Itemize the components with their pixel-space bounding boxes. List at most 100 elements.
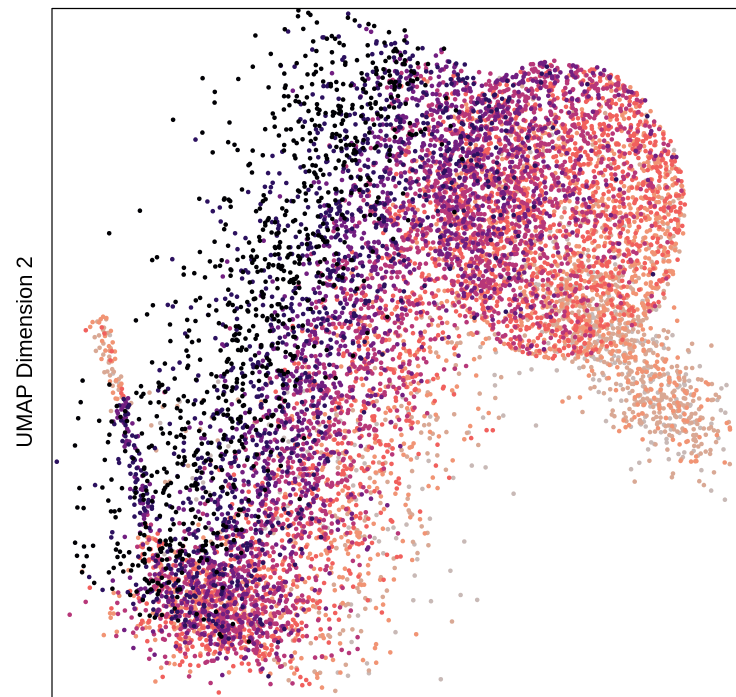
scatter-point xyxy=(337,321,342,327)
scatter-point xyxy=(709,381,715,387)
scatter-point xyxy=(498,286,504,292)
scatter-point xyxy=(698,404,704,409)
scatter-point xyxy=(462,539,467,544)
scatter-point xyxy=(409,468,415,474)
scatter-point xyxy=(600,263,605,268)
scatter-point xyxy=(586,340,592,346)
scatter-point xyxy=(696,396,702,401)
scatter-point xyxy=(611,151,617,157)
scatter-point xyxy=(603,418,609,424)
scatter-point xyxy=(366,668,372,673)
scatter-point xyxy=(571,165,577,171)
scatter-point xyxy=(434,222,439,227)
scatter-point xyxy=(683,365,689,371)
scatter-point xyxy=(667,200,672,206)
scatter-point xyxy=(323,532,328,537)
scatter-point xyxy=(636,224,641,230)
scatter-point xyxy=(146,618,152,623)
scatter-point xyxy=(661,406,666,411)
scatter-point xyxy=(618,294,623,299)
scatter-point xyxy=(372,414,377,419)
scatter-point xyxy=(372,454,377,460)
scatter-point xyxy=(439,320,445,326)
scatter-point xyxy=(610,408,615,413)
scatter-point xyxy=(353,502,359,508)
scatter-point xyxy=(631,327,636,332)
scatter-point xyxy=(554,328,560,333)
scatter-point xyxy=(226,444,231,449)
scatter-point xyxy=(306,575,312,581)
scatter-point xyxy=(609,88,614,94)
scatter-point xyxy=(600,370,605,376)
scatter-point xyxy=(642,235,648,240)
scatter-point xyxy=(534,353,539,359)
scatter-point xyxy=(682,427,688,433)
scatter-point xyxy=(102,331,107,336)
scatter-point xyxy=(99,356,104,362)
scatter-point xyxy=(636,155,641,161)
scatter-point xyxy=(636,137,641,143)
scatter-point xyxy=(675,178,681,183)
scatter-point xyxy=(616,428,622,434)
scatter-point xyxy=(399,403,404,409)
scatter-point xyxy=(684,405,689,411)
scatter-point xyxy=(356,453,362,458)
scatter-point xyxy=(563,104,569,110)
scatter-point xyxy=(611,424,616,430)
scatter-point xyxy=(637,162,643,167)
scatter-point xyxy=(350,408,356,413)
scatter-point xyxy=(171,654,176,659)
scatter-point xyxy=(673,193,679,199)
scatter-point xyxy=(590,203,596,209)
scatter-point xyxy=(307,551,313,557)
scatter-point xyxy=(582,340,587,346)
scatter-point xyxy=(616,372,621,377)
scatter-point xyxy=(676,451,681,457)
scatter-point xyxy=(606,157,612,162)
scatter-point xyxy=(670,408,676,414)
scatter-point xyxy=(99,325,105,330)
scatter-point xyxy=(557,228,563,234)
scatter-point xyxy=(215,379,221,385)
scatter-point xyxy=(642,312,648,318)
scatter-point xyxy=(426,483,431,489)
scatter-point xyxy=(671,199,676,204)
scatter-point xyxy=(440,330,446,335)
scatter-point xyxy=(293,540,298,546)
scatter-point xyxy=(365,598,371,603)
scatter-point xyxy=(355,613,361,618)
scatter-point xyxy=(404,406,410,411)
scatter-point xyxy=(412,261,418,266)
scatter-point xyxy=(656,402,662,408)
scatter-point xyxy=(476,406,481,412)
scatter-point xyxy=(396,481,402,486)
scatter-point xyxy=(313,636,319,641)
scatter-point xyxy=(196,663,201,668)
scatter-point xyxy=(285,531,291,537)
scatter-point xyxy=(299,655,304,661)
scatter-point xyxy=(185,647,190,652)
scatter-point xyxy=(627,137,633,143)
scatter-point xyxy=(103,348,108,353)
scatter-point xyxy=(398,426,403,432)
scatter-point xyxy=(627,342,632,347)
scatter-point xyxy=(610,348,616,354)
scatter-point xyxy=(670,176,675,182)
scatter-point xyxy=(337,631,343,637)
scatter-point xyxy=(448,568,453,574)
scatter-point xyxy=(659,396,664,402)
scatter-point xyxy=(639,377,644,383)
scatter-point xyxy=(638,195,644,200)
scatter-point xyxy=(591,247,597,253)
scatter-point xyxy=(516,137,521,143)
scatter-point xyxy=(299,620,305,626)
scatter-point xyxy=(596,328,602,334)
scatter-point xyxy=(699,467,704,473)
scatter-point xyxy=(695,377,701,382)
scatter-point xyxy=(337,605,343,610)
scatter-point xyxy=(362,461,367,466)
scatter-point xyxy=(633,230,638,236)
scatter-point xyxy=(641,168,647,174)
scatter-point xyxy=(378,494,384,499)
scatter-point xyxy=(422,329,428,335)
